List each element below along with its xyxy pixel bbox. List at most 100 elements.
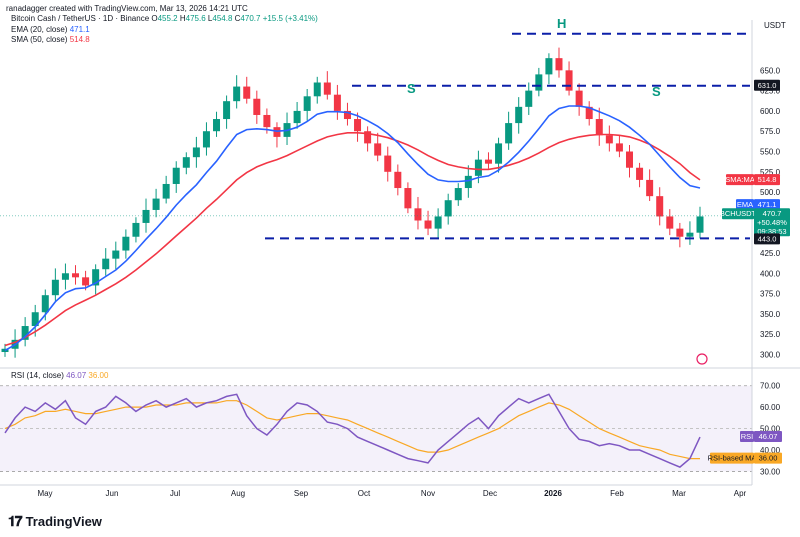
candle-body	[213, 119, 221, 132]
candle-body	[605, 135, 613, 144]
candle-body	[646, 179, 654, 197]
candle-body	[343, 110, 351, 120]
rsi-legend[interactable]: RSI (14, close) 46.07 36.00	[11, 371, 108, 380]
candle-body	[152, 198, 160, 210]
price-tick-label: 325.0	[760, 330, 781, 339]
tradingview-logo[interactable]: 𝟏𝟕 TradingView	[8, 513, 102, 530]
ema-name-badge-bg	[736, 199, 754, 211]
candle-body	[474, 159, 482, 176]
close-label: C	[234, 14, 241, 23]
candle-body	[434, 216, 442, 229]
candle-body	[525, 90, 533, 107]
price-tick-label: 300.0	[760, 350, 781, 359]
grid	[0, 20, 800, 486]
ema-line	[4, 105, 701, 352]
price-tick-label: 625.0	[760, 87, 781, 96]
candle-body	[253, 98, 261, 115]
sma-line	[4, 132, 701, 347]
change-value: +15.5 (+3.41%)	[262, 14, 318, 23]
indicator-lines	[4, 105, 701, 468]
price-tick-label: 400.0	[760, 269, 781, 278]
price-tick-label: 550.0	[760, 148, 781, 157]
price-tick-label: 600.0	[760, 107, 781, 116]
candles	[1, 47, 704, 358]
candle-body	[263, 114, 271, 128]
pattern-labels: S H S	[407, 16, 661, 99]
ema-legend[interactable]: EMA (20, close) 471.1	[11, 25, 318, 36]
time-tick-label: Feb	[610, 489, 624, 498]
candle-body	[374, 143, 382, 156]
rsi-tick-label: 70.00	[760, 382, 781, 391]
candle-body	[535, 74, 543, 91]
candle-body	[182, 157, 190, 168]
candle-body	[333, 94, 341, 111]
rsi-legend-ma-value: 36.00	[88, 371, 109, 380]
candle-body	[454, 188, 462, 201]
candle-body	[243, 86, 251, 99]
sma-legend-label: SMA (50, close)	[11, 35, 68, 44]
candle-body	[162, 183, 170, 199]
tradingview-logo-icon: 𝟏𝟕	[8, 513, 23, 529]
candle-body	[615, 143, 623, 152]
symbol-title[interactable]: Bitcoin Cash / TetherUS · 1D · Binance	[11, 14, 150, 23]
candle-body	[636, 167, 644, 180]
currency-label: USDT	[764, 21, 786, 30]
pair-value-badge-text: 470.7	[763, 209, 782, 218]
candle-body	[575, 90, 583, 107]
ema-name-badge-text: EMA	[737, 200, 753, 209]
candle-body	[464, 175, 472, 189]
rsi-tick-label: 60.00	[760, 403, 781, 412]
candle-body	[444, 200, 452, 217]
candle-body	[404, 188, 412, 209]
high-label: H	[179, 14, 186, 23]
candle-body	[31, 312, 39, 327]
candle-body	[202, 131, 210, 148]
candle-body	[666, 216, 674, 229]
rsi-ma-line	[4, 400, 700, 460]
candle-body	[293, 110, 301, 124]
candle-body	[364, 131, 372, 144]
candle-body	[545, 58, 553, 75]
time-tick-label: Apr	[734, 489, 747, 498]
rsi-legend-value: 46.07	[66, 371, 87, 380]
rsi-value-badge-text: 46.07	[759, 432, 778, 441]
level-top-badge-text: 631.0	[758, 81, 777, 90]
ema-legend-value: 471.1	[69, 24, 90, 34]
time-tick-label: Jun	[106, 489, 119, 498]
open-value: 455.2	[157, 14, 178, 23]
rsi-ma-name-badge-bg	[710, 452, 754, 464]
time-tick-label: Nov	[421, 489, 435, 498]
low-label: L	[207, 14, 213, 23]
brand-name: TradingView	[25, 514, 102, 529]
candle-body	[676, 228, 684, 237]
candle-body	[414, 208, 422, 221]
chart-header: ranadagger created with TradingView.com,…	[6, 4, 248, 13]
time-tick-label: Dec	[483, 489, 497, 498]
pair-value-badge-bg	[754, 208, 790, 237]
ema-value-badge-bg	[754, 199, 780, 211]
rsi-ma-value-badge-bg	[754, 452, 782, 464]
candle-body	[51, 279, 59, 296]
rsi-ma-name-badge-text: RSI-based MA	[708, 454, 757, 463]
price-tick-label: 425.0	[760, 249, 781, 258]
rsi-name-badge-text: RSI	[741, 432, 754, 441]
rsi-ma-value-badge-text: 36.00	[759, 454, 778, 463]
candle-body	[223, 101, 231, 120]
candle-body	[585, 106, 593, 120]
candle-body	[696, 216, 704, 233]
candle-body	[555, 58, 563, 71]
candle-body	[394, 171, 402, 189]
price-tick-label: 350.0	[760, 310, 781, 319]
price-tick-label: 375.0	[760, 290, 781, 299]
candle-body	[323, 82, 331, 95]
candle-body	[505, 123, 513, 144]
candle-body	[233, 86, 241, 102]
candle-body	[132, 222, 140, 237]
candle-body	[565, 70, 573, 91]
candle-body	[625, 151, 633, 168]
sma-legend[interactable]: SMA (50, close) 514.8	[11, 35, 318, 46]
candle-body	[424, 220, 432, 229]
candle-body	[686, 232, 694, 237]
candle-body	[384, 155, 392, 172]
